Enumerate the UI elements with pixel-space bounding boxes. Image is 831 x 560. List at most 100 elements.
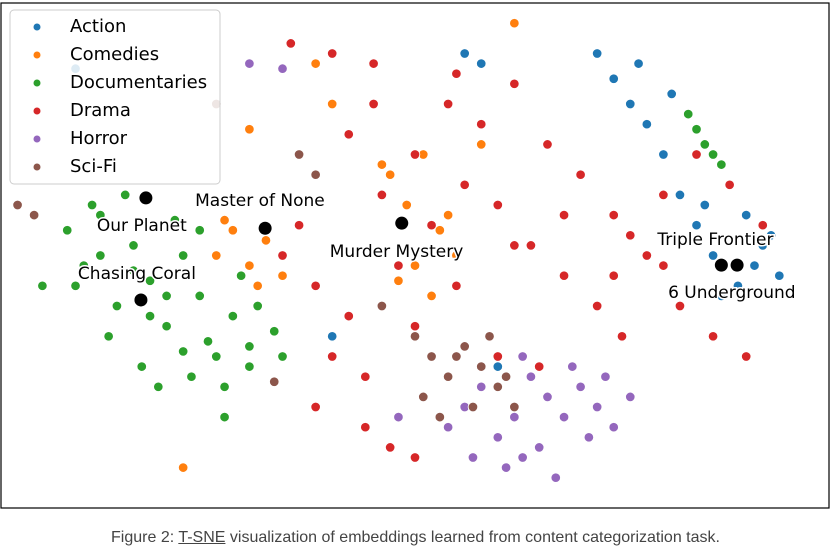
point (128, 265, 139, 276)
point (525, 371, 537, 382)
point (409, 149, 421, 160)
point (625, 98, 636, 110)
point (310, 58, 321, 69)
legend: Action Comedies Documentaries Drama Horror Sc… (9, 9, 221, 185)
point (467, 452, 479, 463)
annotation-label: Master of None (195, 191, 325, 211)
point (707, 331, 719, 342)
point (343, 129, 355, 140)
point (550, 472, 562, 483)
legend-label: Documentaries (70, 72, 207, 93)
point (86, 199, 98, 211)
point (625, 391, 636, 403)
point (434, 224, 446, 236)
point (707, 149, 719, 160)
point (699, 139, 711, 150)
point (475, 58, 487, 69)
point (542, 139, 553, 150)
point (268, 376, 280, 388)
point (426, 351, 437, 362)
point (492, 351, 504, 362)
annotations: Our Planet Master of None Murder Mystery Ch… (76, 190, 797, 307)
point (401, 199, 412, 211)
point (277, 250, 288, 261)
point (103, 331, 114, 342)
point (517, 351, 528, 362)
point (409, 260, 421, 271)
annotation-point (395, 216, 409, 230)
point (211, 351, 222, 362)
point (558, 411, 570, 423)
point (169, 214, 181, 226)
annotation-label: Our Planet (97, 216, 187, 236)
points (12, 17, 785, 483)
point (244, 341, 255, 352)
point (591, 401, 603, 413)
point (277, 270, 288, 281)
point (409, 320, 421, 332)
point (384, 169, 396, 180)
point (492, 432, 504, 443)
point (525, 240, 537, 251)
point (533, 442, 545, 453)
caption-link[interactable]: T-SNE (178, 529, 226, 546)
point (28, 209, 40, 221)
chart: Our Planet Master of None Murder Mystery Ch… (0, 2, 830, 509)
point (326, 331, 338, 342)
point (608, 270, 619, 281)
point (509, 78, 520, 90)
point (442, 98, 454, 110)
point (376, 189, 388, 201)
point (244, 58, 255, 69)
point (691, 123, 702, 135)
point (293, 219, 305, 231)
point (227, 310, 239, 322)
caption-suffix: visualization of embeddings learned from… (225, 529, 720, 546)
point (500, 462, 512, 473)
point (293, 149, 305, 160)
point (368, 98, 379, 110)
point (716, 290, 727, 302)
point (418, 391, 429, 403)
point (360, 371, 371, 382)
point (558, 209, 570, 221)
point (268, 326, 280, 337)
point (78, 260, 90, 271)
point (144, 310, 156, 322)
point (12, 199, 23, 211)
point (244, 260, 255, 271)
point (177, 346, 189, 357)
point (95, 209, 106, 221)
point (509, 401, 520, 413)
point (260, 235, 272, 246)
caption: Figure 2: T-SNE visualization of embeddi… (0, 515, 831, 560)
point (658, 260, 669, 271)
point (376, 159, 388, 170)
point (492, 199, 504, 211)
point (492, 361, 504, 372)
point (451, 68, 462, 79)
point (475, 361, 487, 372)
point (409, 331, 421, 342)
annotation-point (714, 258, 728, 272)
point (691, 219, 702, 231)
legend-marker (33, 23, 41, 31)
point (459, 341, 470, 352)
point (252, 300, 263, 312)
point (691, 149, 702, 160)
legend-marker (33, 79, 41, 87)
point (144, 275, 156, 287)
point (475, 118, 487, 130)
point (326, 98, 338, 110)
caption-prefix: Figure 2: (111, 529, 179, 546)
point (451, 280, 462, 292)
point (219, 411, 230, 423)
point (326, 48, 338, 59)
point (442, 209, 454, 221)
point (161, 320, 172, 332)
point (774, 270, 785, 281)
point (509, 240, 520, 251)
point (517, 452, 528, 463)
point (716, 159, 727, 170)
point (219, 214, 230, 226)
